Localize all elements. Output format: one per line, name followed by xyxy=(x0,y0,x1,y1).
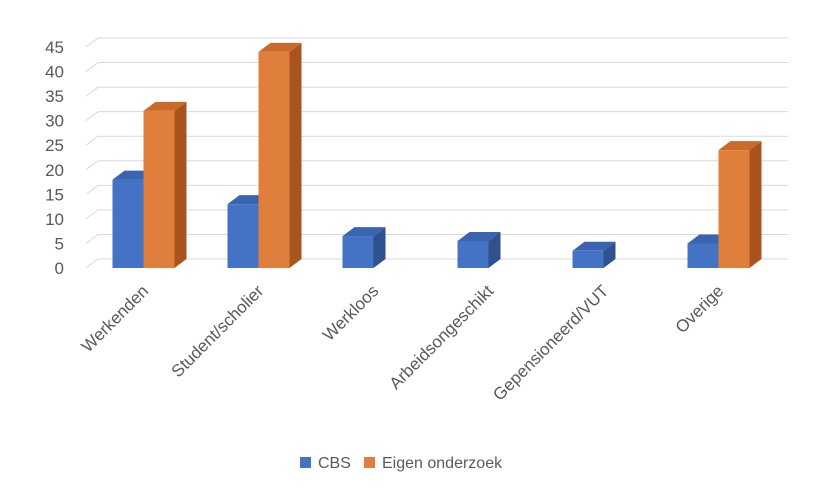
bar-side xyxy=(289,42,302,269)
gridline xyxy=(85,86,788,97)
bar-eigen-onderzoek xyxy=(143,101,187,268)
gridline xyxy=(85,135,788,146)
bar-front xyxy=(718,150,750,268)
x-axis-categories: Werkenden Student/scholier Werkloos Arbeids… xyxy=(78,281,728,404)
bar-top xyxy=(457,231,501,241)
bar-top xyxy=(258,42,302,52)
y-tick-label: 20 xyxy=(45,161,64,180)
bar-cbs xyxy=(457,231,501,268)
bar-eigen-onderzoek xyxy=(258,42,302,269)
bar-front xyxy=(687,243,719,268)
gridline xyxy=(85,184,788,195)
bar-side xyxy=(749,141,762,268)
bar-front xyxy=(143,110,175,268)
gridline xyxy=(85,37,788,48)
y-tick-label: 25 xyxy=(45,136,64,155)
x-category-label: Overige xyxy=(672,281,728,337)
y-tick-label: 35 xyxy=(45,87,64,106)
gridline xyxy=(85,233,788,244)
gridline xyxy=(85,111,788,122)
bar-top xyxy=(572,241,616,251)
y-axis-ticks: 0 5 10 15 20 25 30 35 40 45 xyxy=(45,38,64,278)
bar-top xyxy=(342,227,386,237)
legend: CBS Eigen onderzoek xyxy=(300,455,503,472)
y-tick-label: 30 xyxy=(45,112,64,131)
bar-front xyxy=(572,250,604,268)
bar-front xyxy=(112,179,144,268)
bar-front xyxy=(258,51,290,269)
bar-side xyxy=(373,227,386,268)
bar-eigen-onderzoek xyxy=(718,141,762,268)
bar-top xyxy=(718,141,762,151)
gridline xyxy=(85,62,788,72)
gridline xyxy=(85,258,788,269)
y-tick-label: 45 xyxy=(45,38,64,57)
gridline xyxy=(85,160,788,171)
y-tick-label: 15 xyxy=(45,185,64,204)
bars xyxy=(112,42,762,269)
legend-label-eigen-onderzoek: Eigen onderzoek xyxy=(382,455,503,472)
y-tick-label: 40 xyxy=(45,63,64,82)
bar-front xyxy=(227,204,259,268)
bar-side xyxy=(488,231,501,268)
gridline xyxy=(85,209,788,220)
bar-front xyxy=(457,240,489,268)
bar-top xyxy=(143,101,187,111)
x-category-label: Student/scholier xyxy=(168,281,268,381)
x-category-label: Werkloos xyxy=(319,281,382,344)
bar-cbs xyxy=(572,241,616,268)
bar-front xyxy=(342,236,374,268)
x-category-label: Werkenden xyxy=(78,281,153,356)
x-category-label: Gepensioneerd/VUT xyxy=(489,281,612,404)
legend-swatch-cbs xyxy=(300,457,311,468)
x-category-label: Arbeidsongeschikt xyxy=(386,281,498,393)
y-tick-label: 5 xyxy=(55,234,64,253)
legend-label-cbs: CBS xyxy=(318,455,351,472)
y-tick-label: 0 xyxy=(55,259,64,278)
bar-side xyxy=(603,241,616,268)
bar-cbs xyxy=(342,227,386,268)
bar-side xyxy=(174,101,187,268)
gridlines xyxy=(85,37,788,269)
legend-swatch-eigen-onderzoek xyxy=(364,457,375,468)
y-tick-label: 10 xyxy=(45,210,64,229)
